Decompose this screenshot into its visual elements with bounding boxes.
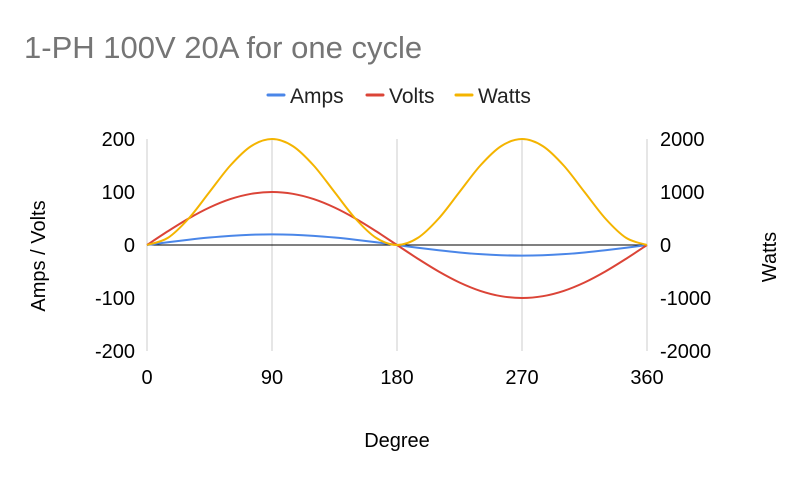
y2-tick-label: 1000 xyxy=(660,182,705,204)
x-tick-label: 270 xyxy=(505,367,538,389)
y-tick-label: 100 xyxy=(102,182,135,204)
chart-title: 1-PH 100V 20A for one cycle xyxy=(24,30,422,65)
series-line-watts xyxy=(146,137,648,247)
x-axis-title: Degree xyxy=(364,430,430,452)
y-axis-title: Amps / Volts xyxy=(28,200,50,311)
x-tick-label: 180 xyxy=(380,367,413,389)
legend-label-watts: Watts xyxy=(478,85,531,108)
legend-label-amps: Amps xyxy=(290,85,344,108)
y-tick-label: 0 xyxy=(124,235,135,257)
y2-tick-label: 2000 xyxy=(660,129,705,151)
x-tick-label: 0 xyxy=(141,367,152,389)
series-group xyxy=(146,137,648,300)
y2-axis-title: Watts xyxy=(759,232,781,282)
y-tick-label: -100 xyxy=(95,288,135,310)
y-tick-label: -200 xyxy=(95,341,135,363)
x-tick-label: 360 xyxy=(630,367,663,389)
y2-tick-label: -1000 xyxy=(660,288,711,310)
y2-tick-label: 0 xyxy=(660,235,671,257)
y2-tick-label: -2000 xyxy=(660,341,711,363)
legend: Amps Volts Watts xyxy=(266,85,531,108)
x-tick-label: 90 xyxy=(261,367,283,389)
legend-label-volts: Volts xyxy=(389,85,435,108)
y-tick-label: 200 xyxy=(102,129,135,151)
